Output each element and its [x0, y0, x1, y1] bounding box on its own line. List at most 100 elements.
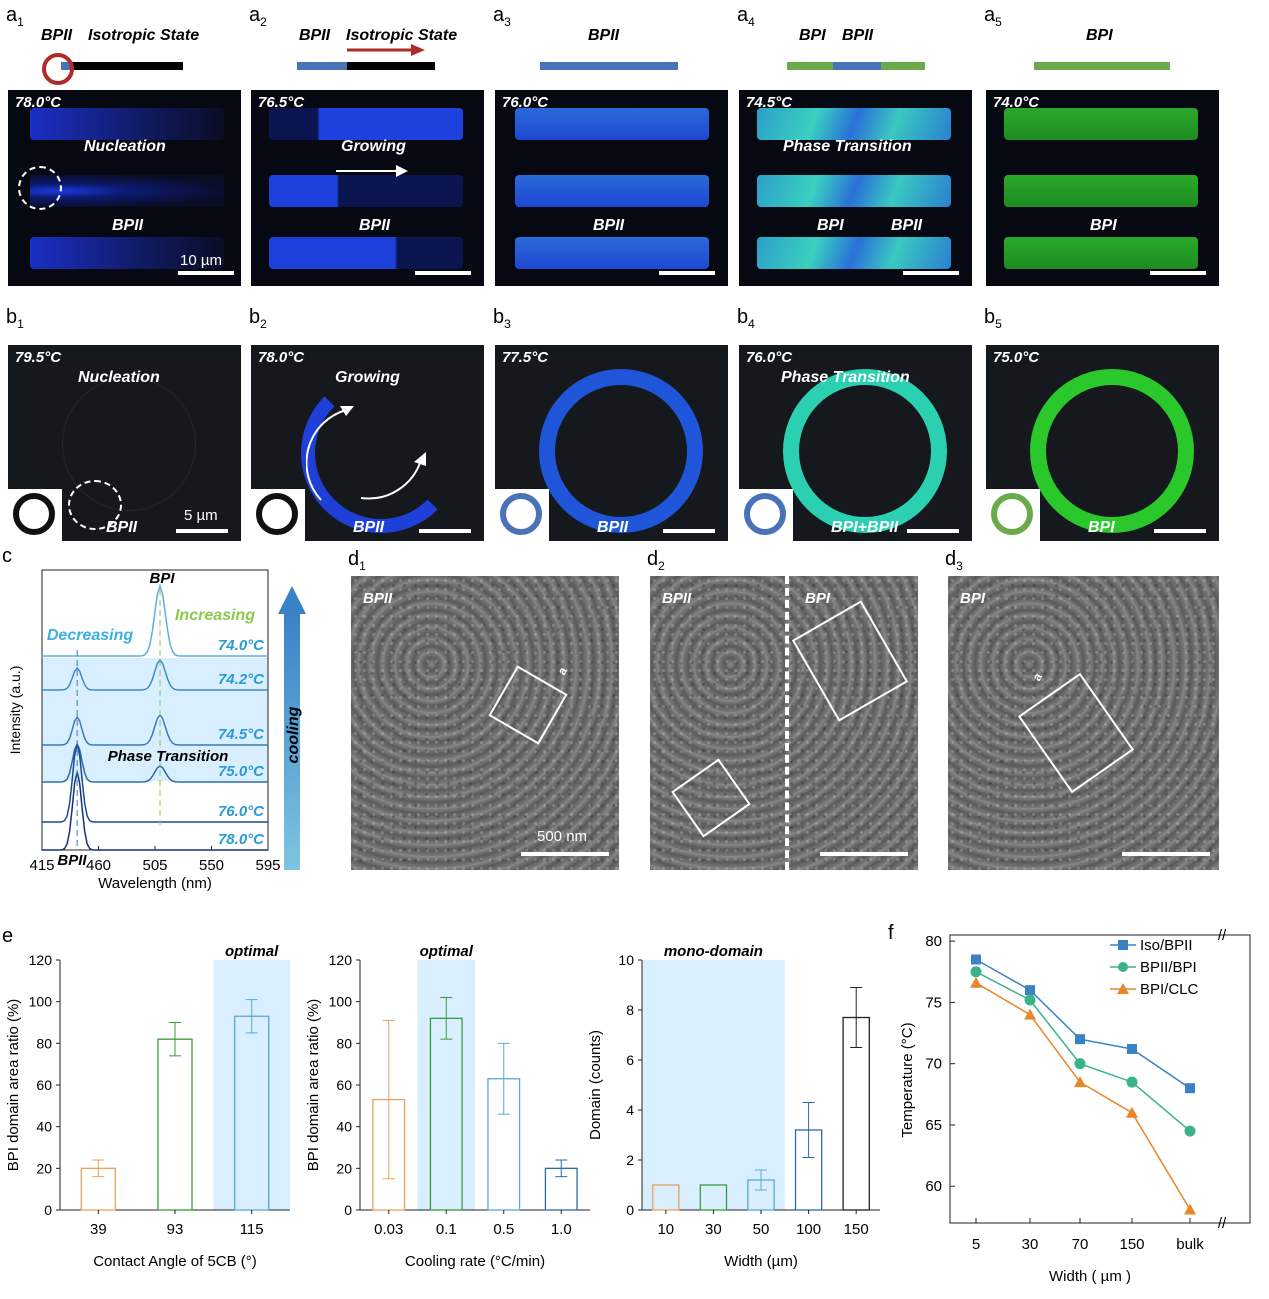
- ring-sample: [539, 369, 703, 533]
- panel-letter: a: [984, 4, 996, 26]
- phase-label: BPII: [891, 217, 923, 234]
- x-tick-label: 93: [167, 1221, 184, 1238]
- y-tick-label: 0: [44, 1202, 52, 1218]
- highlight-region: [213, 960, 290, 1210]
- x-tick-label: 1.0: [551, 1221, 572, 1238]
- data-point: [1024, 994, 1036, 1006]
- channel-stripe: [269, 175, 463, 207]
- bar-chart-e3: mono-domain 0 2 4 6 8 10 10 30 50 100 150 Width (µm)…: [587, 943, 880, 1270]
- panel-letter: b: [984, 306, 996, 328]
- phase-label: BPII: [597, 519, 629, 536]
- series-label: 74.2°C: [218, 671, 265, 688]
- micrograph: 75.0°C BPI: [986, 345, 1219, 541]
- micrograph: 76.5°C Growing BPII: [251, 90, 484, 286]
- cooling-arrow: [284, 612, 300, 870]
- transition-temperature-chart: 60 65 70 75 80 5 30 70 150 bulk // // Width ( µm ) Te…: [899, 927, 1251, 1285]
- panel-subscript: 3: [504, 317, 511, 331]
- scale-bar: [178, 271, 234, 275]
- x-tick-label: 595: [255, 857, 280, 874]
- series-label: 78.0°C: [218, 831, 265, 848]
- panel-label-a: a3: [493, 4, 511, 29]
- ring-icon: [500, 493, 542, 535]
- x-tick-label: 70: [1072, 1236, 1089, 1253]
- channel-stripe: [757, 108, 951, 140]
- phase-label: BPII: [359, 217, 391, 234]
- cooling-label: cooling: [285, 706, 302, 763]
- panel-label-a: a1: [6, 4, 24, 29]
- panel-subscript: 2: [260, 317, 267, 331]
- ring-icon: [13, 493, 55, 535]
- scale-bar: [663, 529, 715, 533]
- panel-label-a: a5: [984, 4, 1002, 29]
- panel-label-f: f: [888, 922, 894, 947]
- sem-image: BPII a 500 nm: [351, 576, 619, 870]
- data-point: [970, 966, 982, 978]
- temperature-label: 79.5°C: [15, 349, 62, 366]
- y-tick-label: 40: [336, 1119, 352, 1135]
- phase-label: BPII: [593, 217, 625, 234]
- x-axis-label: Wavelength (nm): [98, 875, 212, 892]
- panel-label-d: d3: [945, 548, 963, 573]
- scale-bar: [659, 271, 715, 275]
- ring-sample: [62, 377, 196, 511]
- plot-frame: [949, 934, 1251, 1224]
- x-axis-label: Cooling rate (°C/min): [405, 1253, 545, 1270]
- series-label: 74.5°C: [218, 726, 265, 743]
- cooling-arrow-head: [278, 586, 306, 614]
- channel-stripe: [1004, 237, 1198, 269]
- x-tick-label: 30: [1022, 1236, 1039, 1253]
- phase-bar: [347, 62, 435, 70]
- phase-label: BPI: [805, 590, 831, 607]
- highlight-label: optimal: [225, 943, 279, 960]
- highlight-label: optimal: [420, 943, 474, 960]
- growth-arrow-icon: [336, 165, 408, 177]
- y-axis-label: BPI domain area ratio (%): [5, 999, 22, 1172]
- scale-bar-label: 10 µm: [180, 252, 222, 269]
- legend-marker: [1117, 983, 1129, 994]
- y-tick-label: 80: [925, 933, 942, 950]
- legend-marker: [1118, 940, 1128, 950]
- stage-label: Growing: [341, 138, 406, 155]
- spectrum-line: [42, 743, 268, 823]
- data-point: [1025, 985, 1035, 996]
- phase-label: BPI: [1088, 519, 1115, 536]
- nucleation-marker: [18, 166, 62, 210]
- arrow-head: [414, 452, 426, 466]
- micrograph: 76.0°C Phase Transition BPI+BPII: [739, 345, 972, 541]
- phase-bar: [833, 62, 881, 70]
- phase-label: BPI: [817, 217, 844, 234]
- channel-stripe: [269, 237, 463, 269]
- y-tick-label: 80: [36, 1035, 52, 1051]
- y-tick-label: 100: [329, 994, 353, 1010]
- micrograph: 76.0°C BPII: [495, 90, 728, 286]
- temperature-label: 78.0°C: [258, 349, 305, 366]
- micrograph: 78.0°C Growing BPII: [251, 345, 484, 541]
- arrow-arc: [360, 459, 422, 500]
- bar-chart-e2: optimal 0 20 40 60 80 100 120 0.03 0.1 0.5 1.0 Cooli…: [305, 943, 590, 1270]
- axis-break: //: [1218, 927, 1227, 944]
- phase-label: BPII: [41, 27, 73, 44]
- panel-letter: d: [945, 548, 957, 570]
- highlight-label: mono-domain: [664, 943, 763, 960]
- panel-letter: a: [737, 4, 749, 26]
- y-axis-label: BPI domain area ratio (%): [305, 999, 322, 1172]
- legend-label: BPII/BPI: [1140, 959, 1197, 976]
- panel-letter: f: [888, 922, 894, 944]
- scale-bar: [419, 529, 471, 533]
- x-tick-label: 460: [86, 857, 111, 874]
- data-point: [1184, 1203, 1196, 1215]
- temperature-label: 76.0°C: [746, 349, 793, 366]
- channel-stripe: [515, 108, 709, 140]
- panel-letter: b: [6, 306, 18, 328]
- y-tick-label: 40: [36, 1119, 52, 1135]
- x-tick-label: 115: [240, 1221, 264, 1238]
- x-tick-label: 150: [844, 1221, 869, 1238]
- x-tick-label: 50: [753, 1221, 770, 1238]
- spectrum-line: [42, 771, 268, 851]
- panel-subscript: 5: [995, 15, 1002, 29]
- y-tick-label: 20: [36, 1160, 52, 1176]
- x-tick-label: 550: [199, 857, 224, 874]
- micrograph: 74.0°C BPI: [986, 90, 1219, 286]
- spectrum-line: [42, 658, 268, 691]
- x-tick-label: 5: [972, 1236, 980, 1253]
